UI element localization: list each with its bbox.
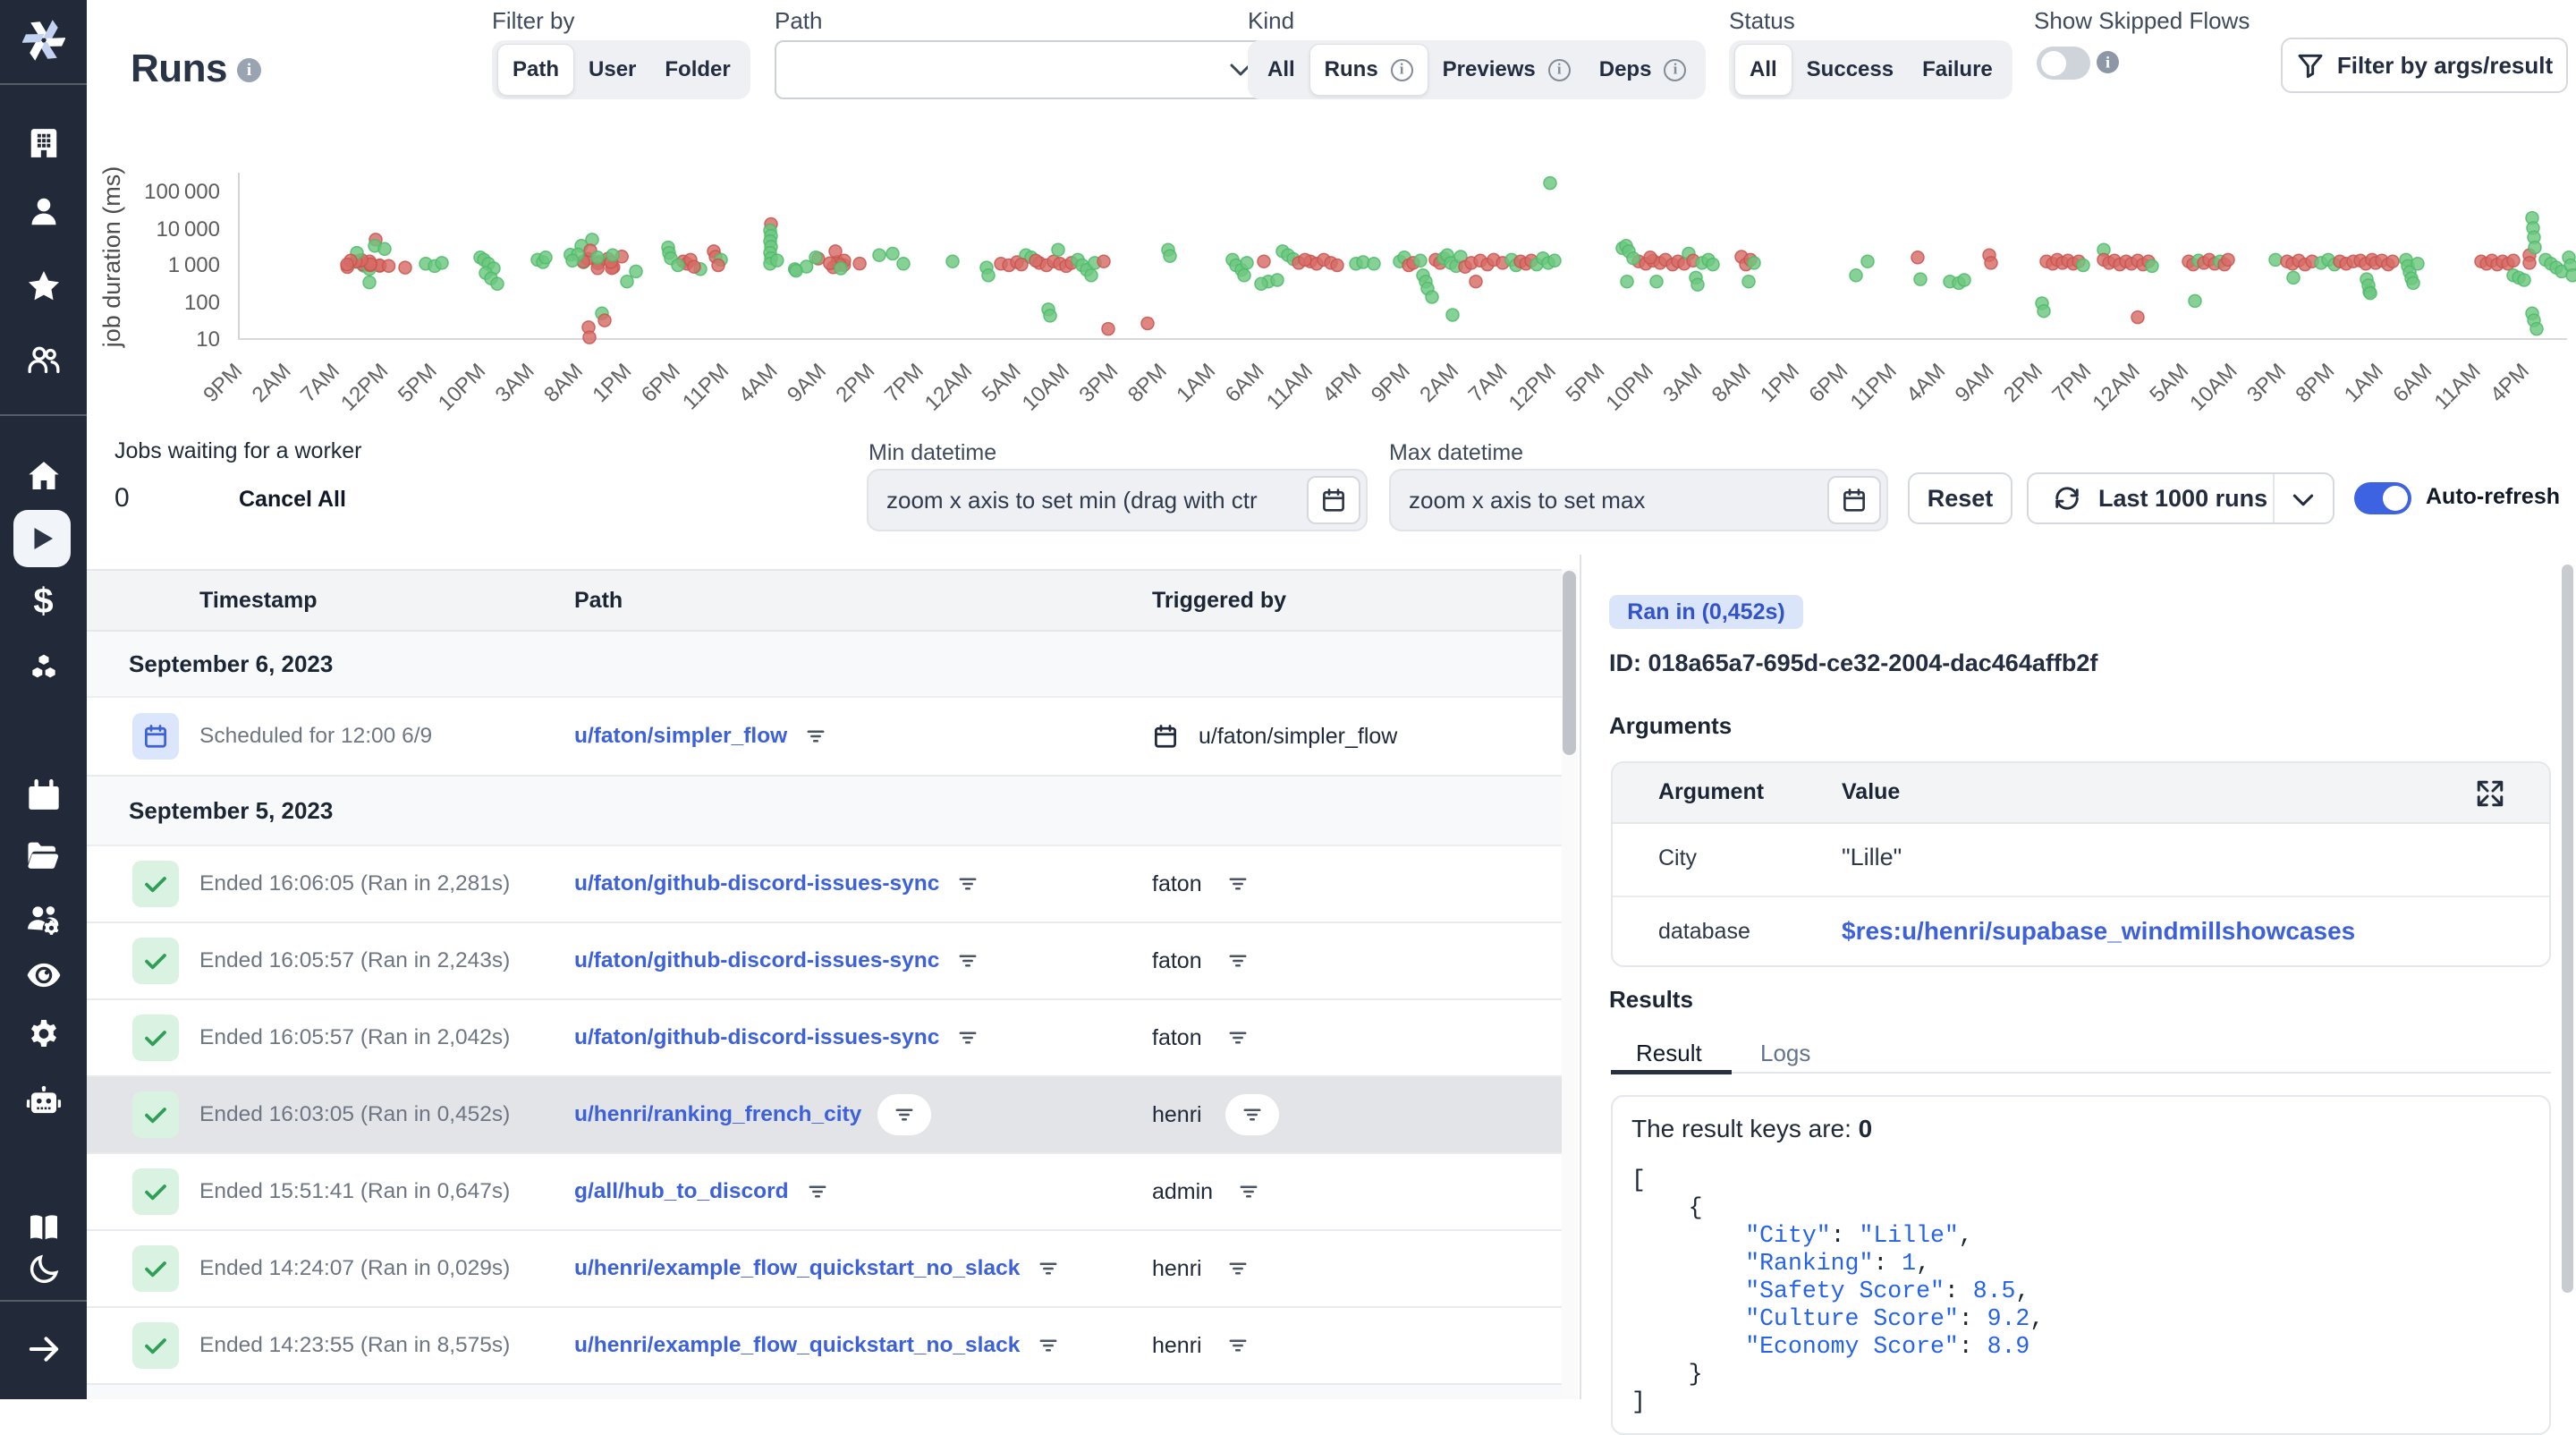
svg-text:9AM: 9AM [1951, 359, 1999, 407]
svg-text:4PM: 4PM [1318, 359, 1366, 407]
svg-text:12AM: 12AM [2088, 359, 2144, 415]
svg-text:6AM: 6AM [2388, 359, 2436, 407]
svg-text:100: 100 [184, 291, 220, 315]
svg-text:2AM: 2AM [248, 359, 296, 407]
svg-text:12PM: 12PM [1504, 359, 1561, 415]
svg-text:4AM: 4AM [1902, 359, 1950, 407]
svg-text:10: 10 [196, 327, 220, 352]
svg-text:12PM: 12PM [336, 359, 393, 415]
svg-text:10PM: 10PM [434, 359, 490, 415]
svg-text:11AM: 11AM [1262, 359, 1318, 414]
svg-text:9PM: 9PM [199, 359, 247, 407]
svg-text:11PM: 11PM [1846, 359, 1902, 414]
svg-text:8AM: 8AM [1707, 359, 1756, 407]
svg-text:3AM: 3AM [491, 359, 539, 407]
svg-text:10AM: 10AM [1018, 359, 1074, 415]
svg-text:6AM: 6AM [1221, 359, 1269, 407]
svg-text:4AM: 4AM [734, 359, 783, 407]
svg-text:8PM: 8PM [2291, 359, 2339, 407]
svg-text:1PM: 1PM [1756, 359, 1804, 407]
svg-text:9AM: 9AM [783, 359, 831, 407]
svg-text:1PM: 1PM [588, 359, 636, 407]
svg-text:1AM: 1AM [2340, 359, 2388, 407]
svg-text:6PM: 6PM [1804, 359, 1852, 407]
svg-text:1AM: 1AM [1172, 359, 1220, 407]
svg-text:11PM: 11PM [678, 359, 733, 414]
svg-text:2PM: 2PM [831, 359, 879, 407]
svg-text:9PM: 9PM [1367, 359, 1415, 407]
svg-text:10PM: 10PM [1601, 359, 1657, 415]
svg-text:10 000: 10 000 [156, 217, 220, 242]
svg-text:100 000: 100 000 [144, 180, 220, 204]
svg-text:4PM: 4PM [2486, 359, 2534, 407]
svg-text:3PM: 3PM [1074, 359, 1123, 407]
svg-text:job duration (ms): job duration (ms) [98, 166, 125, 349]
svg-text:11AM: 11AM [2429, 359, 2485, 414]
svg-text:2AM: 2AM [1415, 359, 1463, 407]
svg-text:3PM: 3PM [2242, 359, 2291, 407]
svg-text:12AM: 12AM [920, 359, 977, 415]
svg-text:8AM: 8AM [539, 359, 588, 407]
svg-text:1 000: 1 000 [168, 253, 220, 277]
svg-text:3AM: 3AM [1658, 359, 1707, 407]
svg-text:10AM: 10AM [2185, 359, 2241, 415]
svg-text:6PM: 6PM [637, 359, 685, 407]
svg-text:8PM: 8PM [1123, 359, 1172, 407]
svg-text:2PM: 2PM [1999, 359, 2047, 407]
